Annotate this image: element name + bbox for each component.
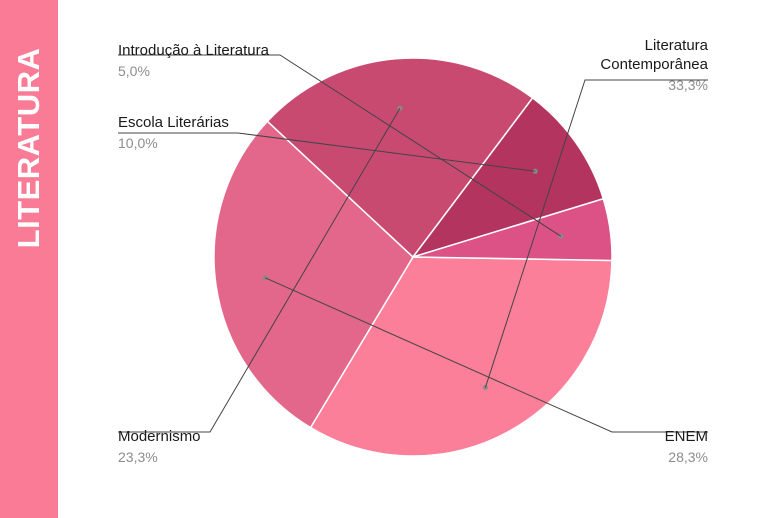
slice-percent-0: 33,3% [668,77,708,93]
pie-slice-2 [266,57,534,259]
slice-label-1: ENEM [665,428,708,445]
leader-line-2 [118,108,401,433]
leader-line-3 [118,132,536,172]
slice-percent-4: 5,0% [118,63,150,79]
leader-line-1 [264,277,708,433]
slice-label-0-line-1: Contemporânea [600,56,708,73]
slice-label-2: Modernismo [118,428,201,445]
slice-percent-1: 28,3% [668,449,708,465]
leader-line-0 [484,79,708,388]
slice-label-4: Introdução à Literatura [118,42,270,59]
slice-label-0-line-0: Literatura [645,37,709,54]
sidebar-banner: LITERATURA [0,0,58,518]
slice-percent-3: 10,0% [118,135,158,151]
slice-label-3: Escola Literárias [118,114,229,131]
pie-slice-1 [213,120,414,429]
slice-percent-2: 23,3% [118,449,158,465]
pie-slice-3 [411,96,605,259]
pie-slice-0 [309,256,613,457]
pie-slice-4 [412,197,613,262]
leader-line-4 [118,54,562,237]
